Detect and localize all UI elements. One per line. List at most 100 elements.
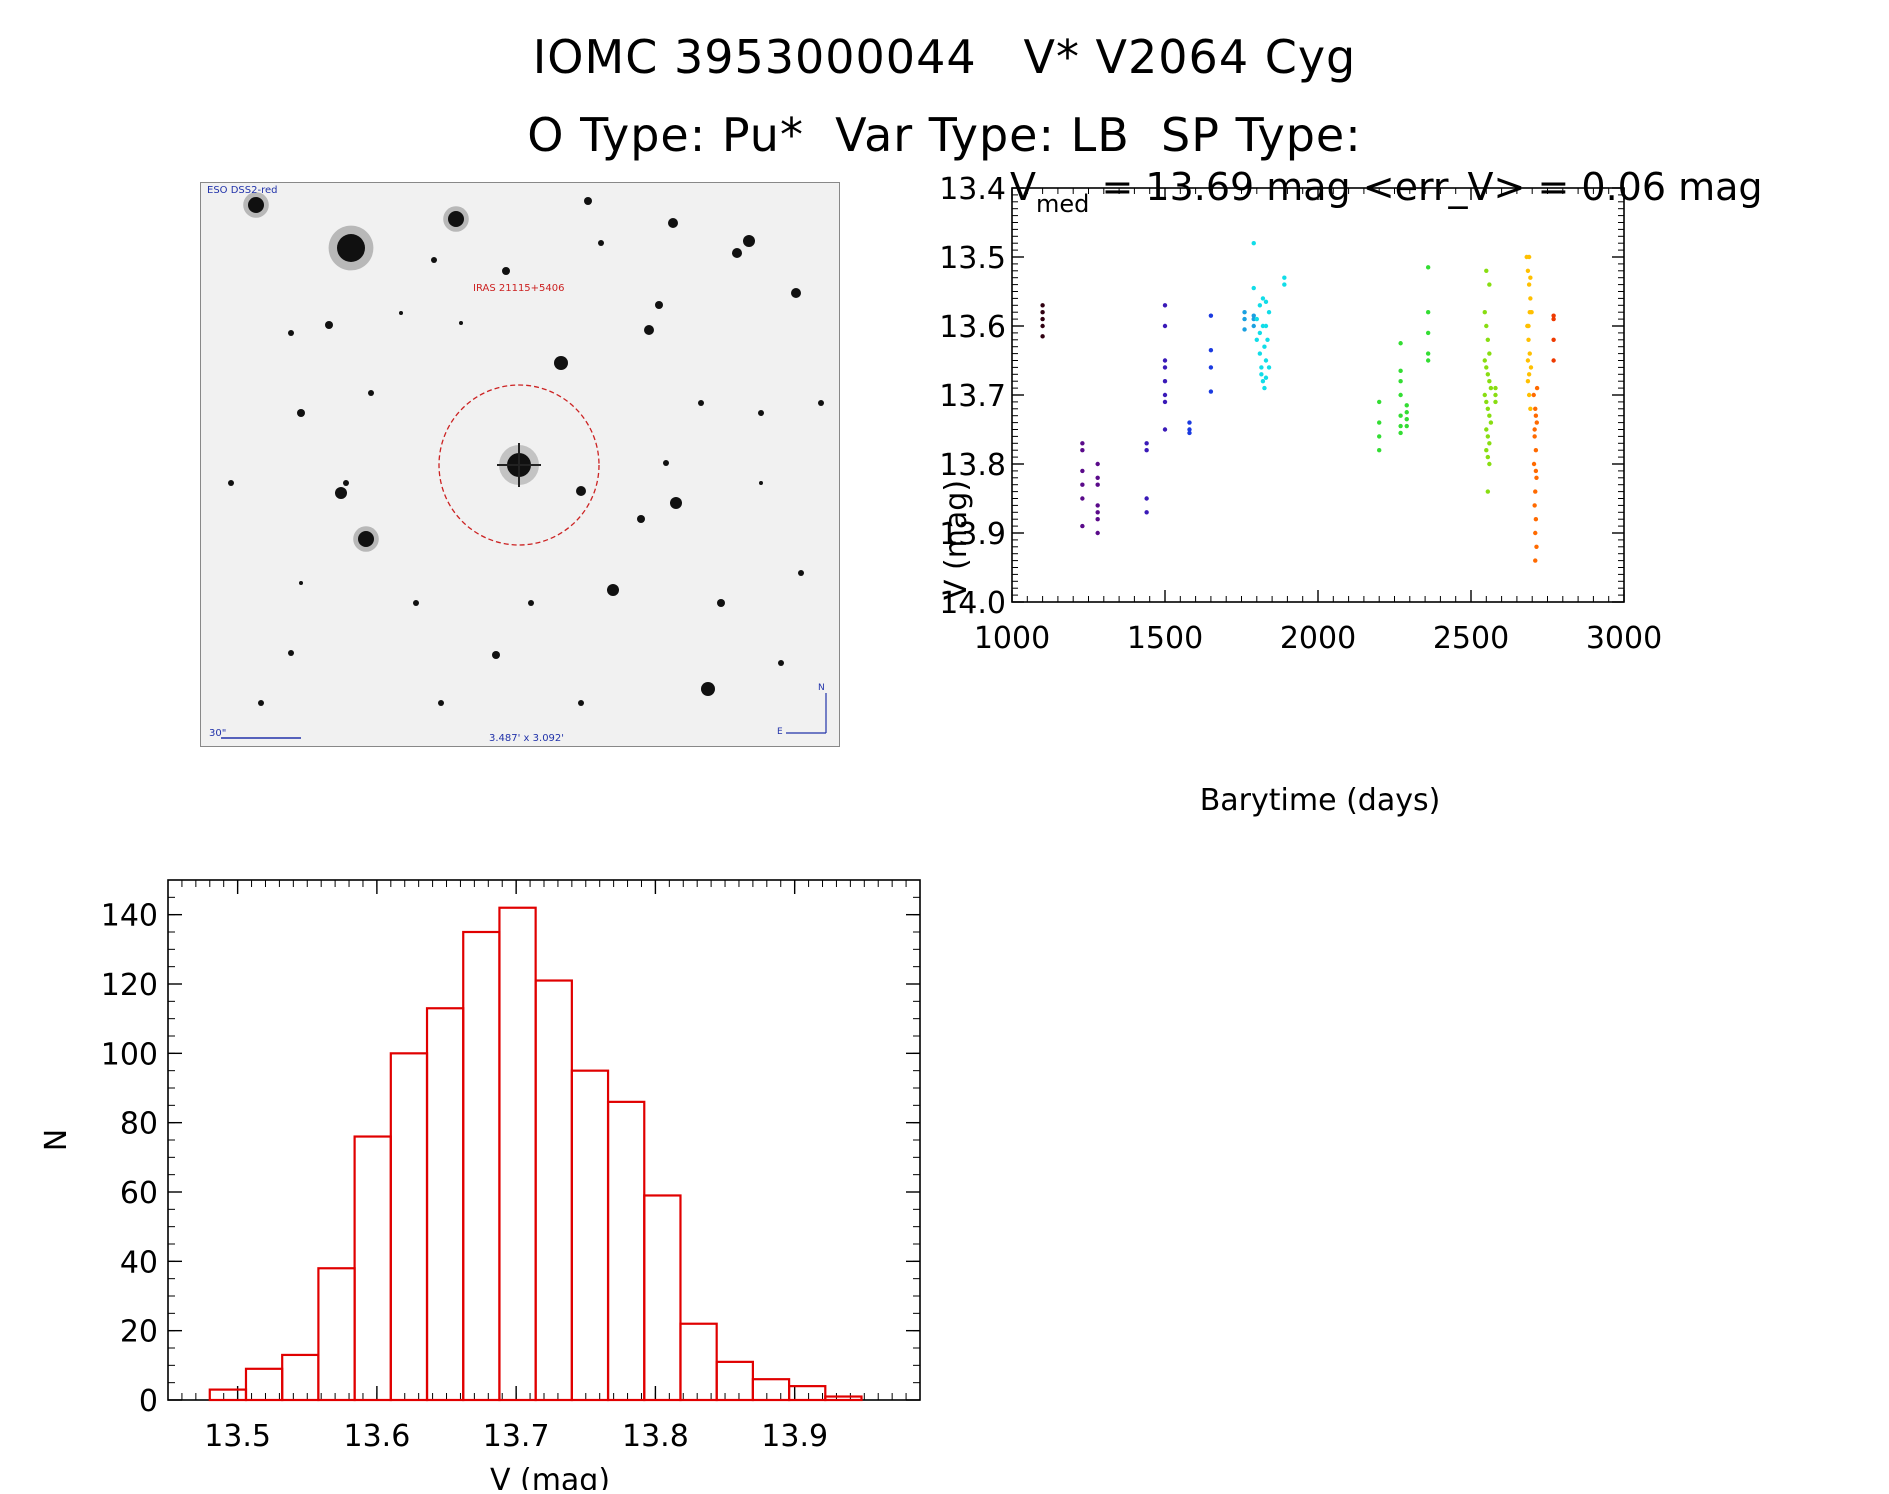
lc-point (1493, 399, 1498, 405)
lc-point (1040, 303, 1045, 308)
lc-ytick-label: 13.4 (940, 172, 1006, 207)
lc-point (1528, 296, 1533, 301)
histogram-bar (498, 906, 537, 1402)
lc-point (1533, 530, 1538, 536)
lc-point (1534, 420, 1539, 425)
lightcurve-chart: Vmed = 13.69 mag <err_V> = 0.06 mag 1000… (940, 170, 1763, 818)
lc-point (1262, 344, 1267, 349)
lc-point (1040, 323, 1045, 329)
lc-point (1377, 448, 1382, 453)
object-label: IRAS 21115+5406 (473, 283, 565, 294)
histogram-axes: 13.5 13.6 13.7 13.8 13.9 0 20 40 60 80 100 120 140 (101, 879, 921, 1454)
star-0 (248, 197, 264, 213)
lc-point (1482, 358, 1487, 363)
sky-image-field (221, 192, 827, 739)
lc-point (1242, 310, 1247, 315)
lc-point (1526, 282, 1532, 287)
star-2 (448, 211, 464, 227)
lc-xtick-label: 1500 (1127, 621, 1203, 656)
lc-point (1162, 379, 1168, 384)
lc-point (1487, 441, 1492, 446)
chart-title-line-2: O Type: Pu* Var Type: LB SP Type: (527, 108, 1362, 162)
lc-point (1282, 275, 1287, 280)
lc-point (1260, 379, 1266, 384)
lc-point (1485, 406, 1491, 411)
lc-point (1260, 323, 1266, 329)
star-23 (607, 584, 619, 596)
lc-point (1144, 496, 1149, 501)
star-17 (358, 531, 374, 547)
lc-ytick-label: 13.5 (940, 241, 1006, 276)
lc-point (1532, 427, 1537, 432)
h-ytick-label: 0 (139, 1384, 158, 1419)
lc-point (1551, 313, 1556, 318)
lc-point (1533, 406, 1538, 411)
lc-point (1493, 385, 1498, 391)
lc-point (1398, 430, 1403, 436)
star-34 (698, 400, 704, 406)
lc-point (1404, 403, 1409, 408)
star-40 (778, 660, 784, 666)
lc-point (1095, 510, 1100, 515)
star-halo-17 (353, 526, 379, 552)
lc-point (1404, 423, 1409, 429)
lc-point (1254, 316, 1259, 322)
star-27 (492, 651, 500, 659)
lc-point (1262, 385, 1267, 391)
lc-point (1525, 379, 1531, 384)
lc-point (1404, 410, 1409, 415)
star-39 (598, 240, 604, 246)
star-35 (413, 600, 419, 606)
lc-point (1534, 385, 1540, 391)
histogram-bars (208, 906, 863, 1402)
lc-point (1162, 427, 1168, 432)
histogram-bar (643, 1194, 682, 1402)
star-33 (228, 480, 234, 486)
lc-point (1534, 475, 1539, 480)
star-5 (732, 248, 742, 258)
lc-point (1251, 323, 1256, 329)
lc-point (1528, 406, 1533, 411)
lc-point (1187, 420, 1192, 425)
star-24 (717, 599, 725, 607)
lc-point (1095, 475, 1100, 480)
lc-point (1162, 303, 1168, 308)
lc-point (1263, 323, 1269, 329)
lc-point (1484, 399, 1489, 405)
lc-point (1425, 330, 1431, 336)
lc-point (1208, 347, 1214, 353)
lc-point (1080, 441, 1085, 446)
lc-point (1266, 310, 1272, 315)
lc-point (1260, 296, 1266, 301)
lc-point (1482, 310, 1487, 315)
star-29 (258, 700, 264, 706)
star-26 (528, 600, 534, 606)
lc-point (1251, 313, 1256, 318)
lc-point (1162, 358, 1168, 363)
star-3 (584, 197, 592, 205)
lc-point (1493, 392, 1498, 398)
lc-point (1259, 365, 1264, 370)
lc-point (1531, 461, 1537, 467)
star-13 (791, 288, 801, 298)
lc-point (1080, 482, 1085, 487)
histogram-y-label: N (40, 1129, 74, 1151)
histogram-bar (751, 1378, 791, 1402)
histogram-bar (281, 1353, 320, 1402)
lc-point (1095, 461, 1100, 467)
lightcurve-points (1040, 241, 1556, 563)
lc-point (1488, 420, 1494, 425)
lc-point (1377, 420, 1382, 425)
star-44 (299, 581, 303, 585)
lc-point (1551, 337, 1556, 342)
histogram-bar (824, 1395, 863, 1402)
lc-point (1527, 310, 1532, 315)
lc-point (1526, 337, 1531, 342)
lightcurve-x-label: Barytime (days) (1200, 783, 1441, 818)
lc-point (1251, 316, 1256, 322)
lc-point (1425, 351, 1431, 356)
lc-point (1532, 434, 1537, 439)
lc-point (1525, 268, 1531, 273)
lc-point (1526, 323, 1531, 329)
star-21 (670, 497, 682, 509)
